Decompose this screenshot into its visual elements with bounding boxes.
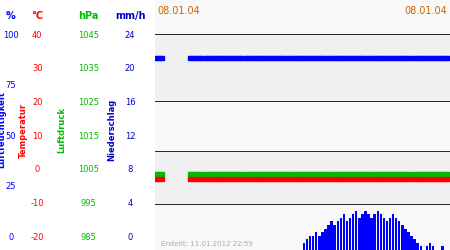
Text: 8: 8 — [127, 166, 133, 174]
Bar — [318, 236, 320, 250]
Bar — [352, 214, 354, 250]
Bar — [315, 232, 317, 250]
Text: -20: -20 — [31, 233, 44, 242]
Text: °C: °C — [31, 11, 43, 21]
Text: 1015: 1015 — [78, 132, 99, 141]
Text: 50: 50 — [5, 132, 16, 141]
Bar — [324, 228, 327, 250]
Text: 0: 0 — [8, 233, 14, 242]
Text: 08.01.04: 08.01.04 — [158, 6, 201, 16]
Text: mm/h: mm/h — [115, 11, 145, 21]
Text: Erstellt: 11.01.2012 22:59: Erstellt: 11.01.2012 22:59 — [161, 242, 252, 248]
Bar — [426, 246, 428, 250]
Bar — [309, 236, 311, 250]
Text: Temperatur: Temperatur — [19, 102, 28, 158]
Bar — [414, 239, 416, 250]
Text: 16: 16 — [125, 98, 135, 107]
Bar — [395, 218, 397, 250]
Bar — [312, 236, 315, 250]
Text: 100: 100 — [3, 30, 19, 40]
Bar — [327, 225, 330, 250]
Bar — [389, 218, 391, 250]
Bar — [441, 246, 444, 250]
Text: Luftfeuchtigkeit: Luftfeuchtigkeit — [0, 92, 6, 168]
Bar — [321, 232, 324, 250]
Bar — [346, 222, 348, 250]
Text: 08.01.04: 08.01.04 — [404, 6, 447, 16]
Bar — [358, 218, 360, 250]
Text: 1035: 1035 — [78, 64, 99, 73]
Bar — [337, 222, 339, 250]
Text: hPa: hPa — [78, 11, 99, 21]
Bar — [377, 211, 379, 250]
Bar — [386, 222, 388, 250]
Bar — [367, 214, 370, 250]
Bar — [417, 243, 419, 250]
Bar — [401, 225, 404, 250]
Bar — [410, 236, 413, 250]
Bar — [370, 218, 373, 250]
Text: 0: 0 — [35, 166, 40, 174]
Bar — [392, 214, 394, 250]
Text: 24: 24 — [125, 30, 135, 40]
Bar — [343, 214, 345, 250]
Bar — [419, 246, 422, 250]
Text: -10: -10 — [31, 199, 44, 208]
Bar — [340, 218, 342, 250]
Bar — [349, 218, 351, 250]
Text: Luftdruck: Luftdruck — [58, 107, 67, 153]
Bar — [330, 222, 333, 250]
Text: 12: 12 — [125, 132, 135, 141]
Bar — [398, 222, 400, 250]
Text: 10: 10 — [32, 132, 42, 141]
Text: 4: 4 — [127, 199, 133, 208]
Bar — [429, 243, 431, 250]
Bar — [333, 225, 336, 250]
Bar — [303, 243, 305, 250]
Text: Niederschlag: Niederschlag — [107, 99, 116, 161]
Bar — [432, 246, 434, 250]
Text: 20: 20 — [32, 98, 42, 107]
Text: 0: 0 — [127, 233, 133, 242]
Bar — [361, 214, 364, 250]
Text: 1005: 1005 — [78, 166, 99, 174]
Bar — [404, 228, 407, 250]
Text: %: % — [6, 11, 16, 21]
Text: 1045: 1045 — [78, 30, 99, 40]
Text: 20: 20 — [125, 64, 135, 73]
Text: 1025: 1025 — [78, 98, 99, 107]
Bar — [382, 218, 385, 250]
Text: 30: 30 — [32, 64, 42, 73]
Bar — [155, 151, 450, 204]
Bar — [364, 211, 367, 250]
Text: 75: 75 — [5, 81, 16, 90]
Bar — [355, 211, 357, 250]
Bar — [155, 101, 450, 151]
Bar — [374, 214, 376, 250]
Text: 25: 25 — [5, 182, 16, 192]
Text: 40: 40 — [32, 30, 42, 40]
Text: 985: 985 — [80, 233, 96, 242]
Text: 995: 995 — [81, 199, 96, 208]
Bar — [380, 214, 382, 250]
Bar — [306, 239, 308, 250]
Bar — [407, 232, 410, 250]
Bar — [155, 34, 450, 101]
Bar — [155, 0, 450, 34]
Bar — [155, 204, 450, 250]
